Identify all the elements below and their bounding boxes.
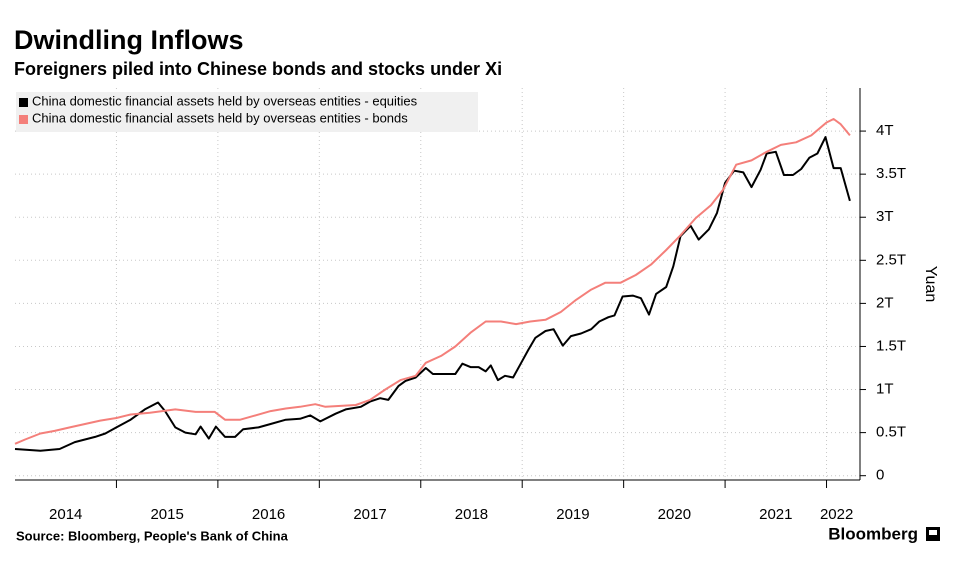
brand: Bloomberg	[828, 524, 918, 543]
brand-icon-detail	[929, 530, 937, 535]
y-tick-label: 4T	[876, 122, 894, 139]
x-tick-label: 2019	[556, 506, 589, 523]
series-line	[14, 136, 851, 452]
y-tick-label: 1T	[876, 381, 894, 398]
series-line	[14, 118, 851, 445]
x-tick-label: 2021	[759, 506, 792, 523]
x-tick-label: 2017	[353, 506, 386, 523]
chart-title: Dwindling Inflows	[14, 25, 243, 55]
source: Source: Bloomberg, People's Bank of Chin…	[16, 528, 289, 543]
x-tick-label: 2014	[49, 506, 82, 523]
x-tick-label: 2018	[455, 506, 488, 523]
x-tick-label: 2020	[658, 506, 691, 523]
legend-label: China domestic financial assets held by …	[32, 110, 408, 125]
y-tick-label: 0.5T	[876, 424, 906, 441]
y-tick-label: 2T	[876, 294, 894, 311]
legend-swatch	[19, 115, 28, 124]
y-tick-label: 3T	[876, 208, 894, 225]
x-tick-label: 2022	[820, 506, 853, 523]
y-tick-label: 2.5T	[876, 251, 906, 268]
x-tick-label: 2016	[252, 506, 285, 523]
chart-subtitle: Foreigners piled into Chinese bonds and …	[14, 59, 502, 79]
legend-label: China domestic financial assets held by …	[32, 93, 418, 108]
y-tick-label: 3.5T	[876, 165, 906, 182]
y-tick-label: 0	[876, 467, 884, 484]
x-tick-label: 2015	[150, 506, 183, 523]
legend-swatch	[19, 98, 28, 107]
legend-box	[16, 92, 478, 132]
y-axis-label: Yuan	[922, 266, 939, 302]
y-tick-label: 1.5T	[876, 337, 906, 354]
